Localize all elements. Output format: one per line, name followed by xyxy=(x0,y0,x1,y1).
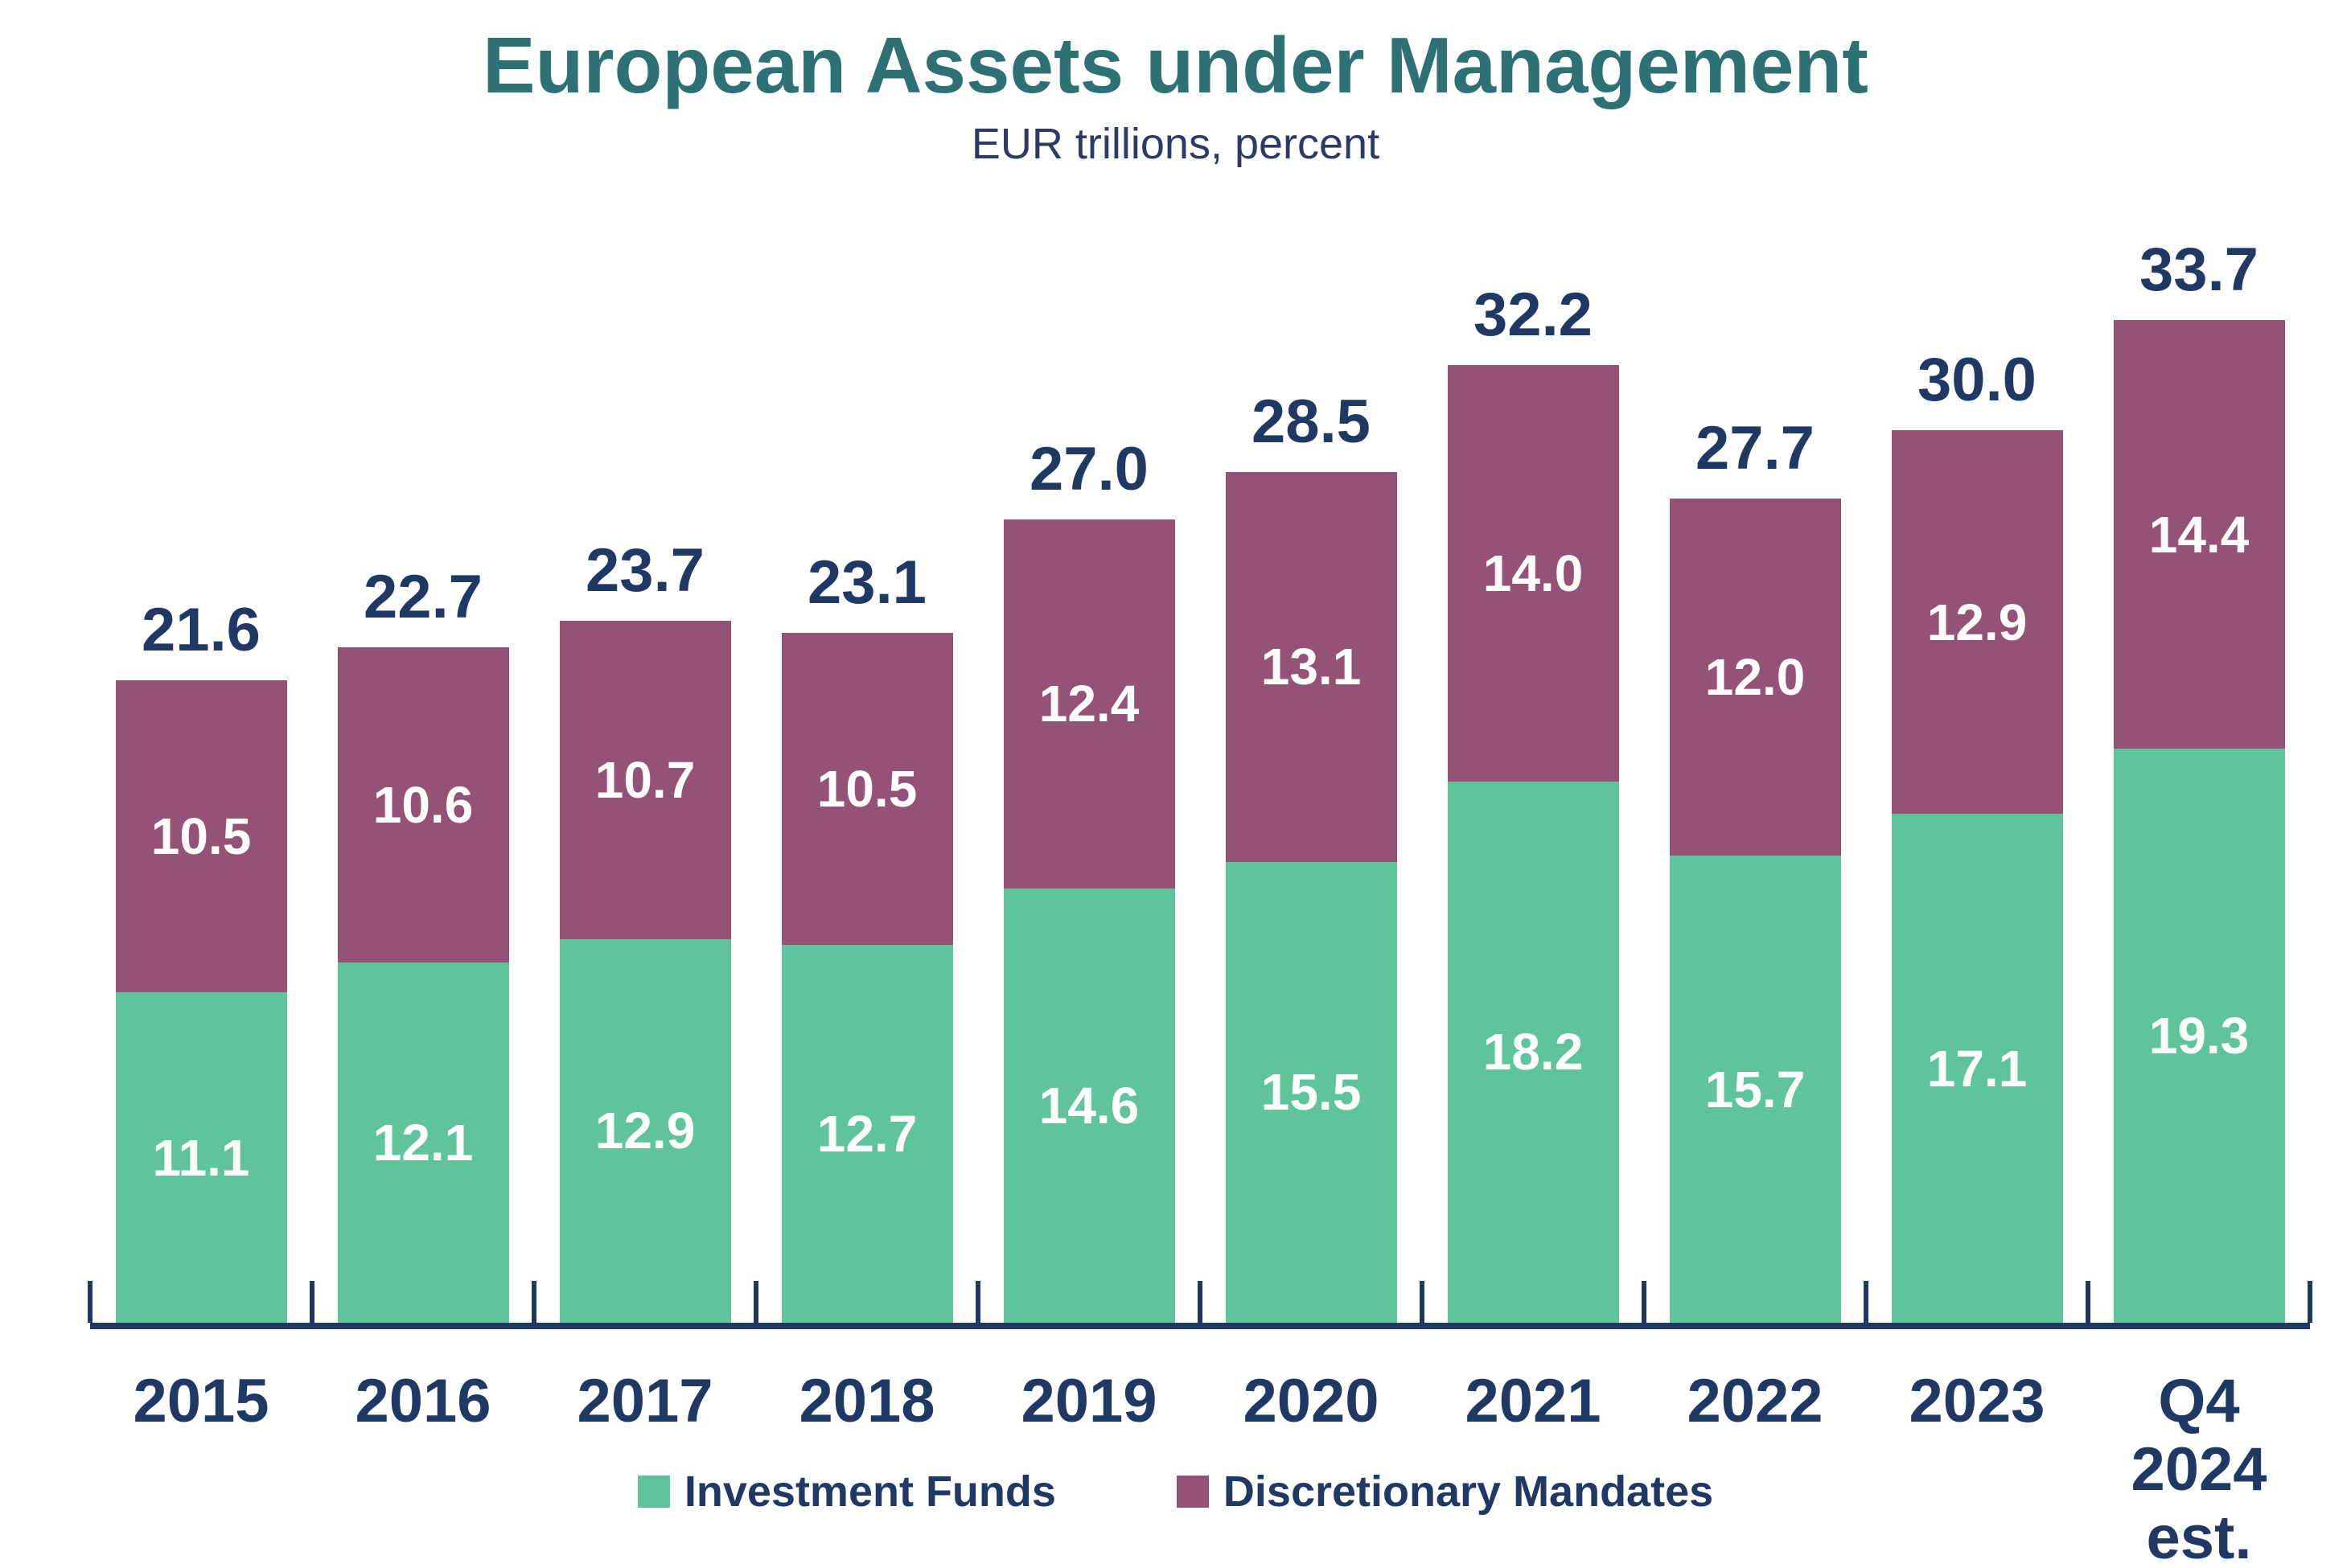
segment-value-label: 14.0 xyxy=(1482,544,1584,602)
bar-column: 22.7 10.6 12.1 xyxy=(310,0,534,1323)
stacked-bar: 10.5 12.7 xyxy=(781,632,953,1323)
legend: Investment Funds Discretionary Mandates xyxy=(0,1470,2351,1513)
segment-value-label: 12.9 xyxy=(594,1102,696,1160)
legend-item-discretionary-mandates: Discretionary Mandates xyxy=(1176,1467,1714,1516)
investment-funds-segment: 12.9 xyxy=(559,938,731,1323)
total-value-label: 27.0 xyxy=(1030,435,1149,504)
discretionary-mandates-segment: 10.6 xyxy=(337,647,509,963)
x-axis-label: 2020 xyxy=(1243,1367,1379,1435)
bar-column: 27.7 12.0 15.7 xyxy=(1642,0,1866,1323)
stacked-bar: 12.4 14.6 xyxy=(1003,519,1175,1323)
x-axis-label: 2023 xyxy=(1909,1367,2045,1435)
total-value-label: 27.7 xyxy=(1695,414,1815,483)
segment-value-label: 12.7 xyxy=(816,1105,918,1164)
investment-funds-segment: 17.1 xyxy=(1891,814,2063,1323)
total-value-label: 32.2 xyxy=(1473,280,1593,349)
investment-funds-segment: 14.6 xyxy=(1003,888,1175,1323)
investment-funds-segment: 15.7 xyxy=(1669,856,1841,1323)
segment-value-label: 10.5 xyxy=(816,759,918,818)
plot-area: 21.6 10.5 11.1 22.7 10.6 12.1 23.7 10.7 12.9 23.1… xyxy=(88,0,2312,1329)
discretionary-mandates-segment: 14.4 xyxy=(2113,320,2285,749)
discretionary-mandates-segment: 10.7 xyxy=(559,620,731,939)
segment-value-label: 17.1 xyxy=(1926,1039,2028,1098)
stacked-bar: 10.7 12.9 xyxy=(559,620,731,1323)
discretionary-mandates-segment: 12.9 xyxy=(1891,430,2063,815)
segment-value-label: 14.6 xyxy=(1038,1076,1140,1135)
total-value-label: 33.7 xyxy=(2139,236,2259,305)
total-value-label: 23.7 xyxy=(586,536,705,605)
legend-label: Investment Funds xyxy=(684,1467,1056,1516)
segment-value-label: 19.3 xyxy=(2148,1006,2250,1065)
segment-value-label: 14.4 xyxy=(2148,505,2250,564)
bar-column: 32.2 14.0 18.2 xyxy=(1420,0,1644,1323)
segment-value-label: 12.0 xyxy=(1704,648,1806,707)
bar-column: 27.0 12.4 14.6 xyxy=(976,0,1200,1323)
x-axis-label: 2018 xyxy=(799,1367,935,1435)
discretionary-mandates-segment: 14.0 xyxy=(1447,364,1619,782)
segment-value-label: 11.1 xyxy=(152,1128,250,1187)
total-value-label: 30.0 xyxy=(1917,346,2037,415)
bar-column: 28.5 13.1 15.5 xyxy=(1198,0,1422,1323)
segment-value-label: 12.1 xyxy=(372,1114,474,1172)
bar-column: 33.7 14.4 19.3 xyxy=(2086,0,2310,1323)
segment-value-label: 10.7 xyxy=(594,750,696,809)
x-axis-labels: 2015 2016 2017 2018 2019 2020 2021 2022 2023 Q4 2… xyxy=(90,1367,2310,1568)
discretionary-mandates-segment: 12.4 xyxy=(1003,519,1175,889)
bar-column: 23.7 10.7 12.9 xyxy=(532,0,756,1323)
segment-value-label: 12.9 xyxy=(1926,593,2028,651)
legend-swatch-icon xyxy=(637,1476,670,1508)
x-axis-label: 2022 xyxy=(1687,1367,1823,1435)
discretionary-mandates-segment: 12.0 xyxy=(1669,499,1841,856)
investment-funds-segment: 11.1 xyxy=(115,992,287,1323)
stacked-bar: 13.1 15.5 xyxy=(1225,471,1397,1323)
x-axis-label: 2019 xyxy=(1021,1367,1157,1435)
segment-value-label: 15.5 xyxy=(1260,1063,1362,1122)
stacked-bar: 10.5 11.1 xyxy=(115,679,287,1323)
stacked-bar: 12.9 17.1 xyxy=(1891,430,2063,1323)
bar-column: 21.6 10.5 11.1 xyxy=(88,0,312,1323)
investment-funds-segment: 12.7 xyxy=(781,945,953,1323)
x-axis-label: Q4 2024 est. xyxy=(2131,1367,2267,1568)
legend-item-investment-funds: Investment Funds xyxy=(637,1467,1056,1516)
discretionary-mandates-segment: 10.5 xyxy=(781,632,953,946)
chart-title: European Assets under Management xyxy=(483,21,1868,109)
discretionary-mandates-segment: 13.1 xyxy=(1225,471,1397,862)
total-value-label: 23.1 xyxy=(808,548,927,617)
segment-value-label: 10.5 xyxy=(150,807,252,866)
investment-funds-segment: 12.1 xyxy=(337,963,509,1323)
total-value-label: 21.6 xyxy=(142,595,261,664)
chart-subtitle: EUR trillions, percent xyxy=(971,120,1380,168)
discretionary-mandates-segment: 10.5 xyxy=(115,679,287,993)
segment-value-label: 15.7 xyxy=(1704,1060,1806,1119)
bar-column: 30.0 12.9 17.1 xyxy=(1864,0,2088,1323)
total-value-label: 28.5 xyxy=(1252,387,1371,456)
segment-value-label: 10.6 xyxy=(372,776,474,835)
stacked-bar: 14.4 19.3 xyxy=(2113,320,2285,1323)
segment-value-label: 13.1 xyxy=(1260,638,1362,696)
investment-funds-segment: 19.3 xyxy=(2113,748,2285,1323)
segment-value-label: 18.2 xyxy=(1482,1023,1584,1082)
legend-label: Discretionary Mandates xyxy=(1223,1467,1714,1516)
bar-column: 23.1 10.5 12.7 xyxy=(754,0,978,1323)
total-value-label: 22.7 xyxy=(364,563,483,632)
segment-value-label: 12.4 xyxy=(1038,675,1140,733)
legend-swatch-icon xyxy=(1176,1476,1209,1508)
stacked-bar: 12.0 15.7 xyxy=(1669,499,1841,1323)
investment-funds-segment: 15.5 xyxy=(1225,861,1397,1323)
x-axis-label: 2017 xyxy=(577,1367,713,1435)
x-axis-label: 2021 xyxy=(1465,1367,1601,1435)
investment-funds-segment: 18.2 xyxy=(1447,781,1619,1323)
stacked-bar: 14.0 18.2 xyxy=(1447,364,1619,1323)
x-axis-label: 2016 xyxy=(355,1367,491,1435)
stacked-bar: 10.6 12.1 xyxy=(337,647,509,1323)
x-axis-label: 2015 xyxy=(133,1367,269,1435)
